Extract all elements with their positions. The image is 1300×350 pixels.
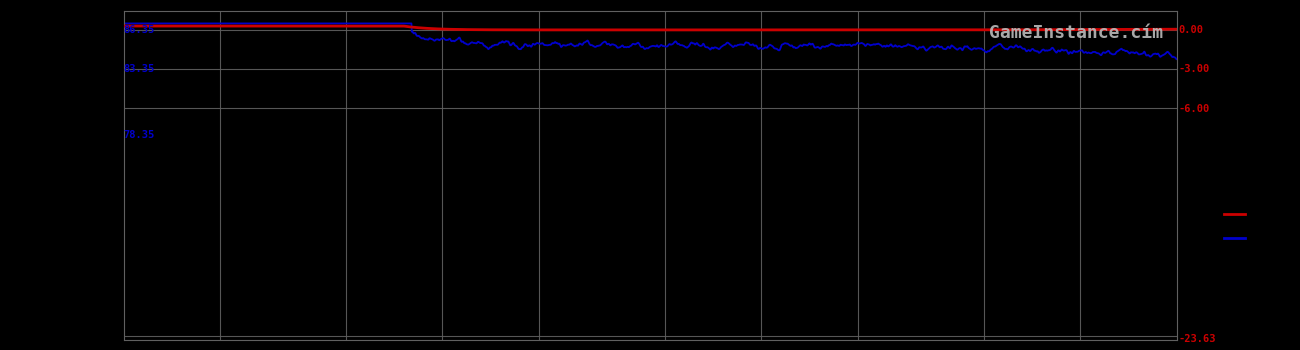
Text: -6.00: -6.00 xyxy=(1179,104,1210,114)
Text: -23.63: -23.63 xyxy=(1179,335,1216,344)
Text: GameInstance.cím: GameInstance.cím xyxy=(989,25,1164,42)
Text: 78.35: 78.35 xyxy=(124,130,155,140)
Text: 86.35: 86.35 xyxy=(124,25,155,35)
Text: 83.35: 83.35 xyxy=(124,64,155,75)
Text: -3.00: -3.00 xyxy=(1179,64,1210,75)
Text: 0.00: 0.00 xyxy=(1179,25,1204,35)
